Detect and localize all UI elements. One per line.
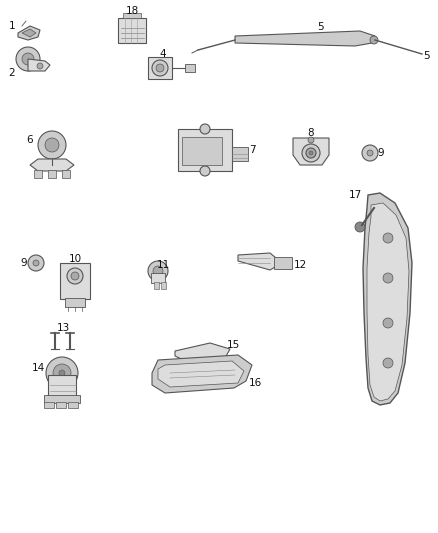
Polygon shape bbox=[235, 31, 375, 46]
Circle shape bbox=[383, 358, 393, 368]
Bar bbox=[44, 395, 80, 403]
Text: 6: 6 bbox=[27, 135, 33, 145]
Polygon shape bbox=[152, 355, 252, 393]
Circle shape bbox=[309, 151, 313, 155]
Circle shape bbox=[38, 131, 66, 159]
Text: 2: 2 bbox=[9, 68, 15, 78]
Circle shape bbox=[156, 64, 164, 72]
Circle shape bbox=[383, 318, 393, 328]
Text: 18: 18 bbox=[125, 6, 138, 16]
Circle shape bbox=[355, 222, 365, 232]
Bar bbox=[154, 282, 159, 289]
Bar bbox=[62, 170, 70, 178]
Polygon shape bbox=[175, 343, 230, 363]
Polygon shape bbox=[28, 59, 50, 71]
Polygon shape bbox=[293, 138, 329, 165]
Circle shape bbox=[33, 260, 39, 266]
Circle shape bbox=[53, 364, 71, 382]
Bar bbox=[34, 170, 42, 178]
Polygon shape bbox=[22, 29, 36, 37]
Bar bbox=[185, 64, 195, 72]
Text: 12: 12 bbox=[293, 260, 307, 270]
Bar bbox=[68, 402, 78, 408]
Bar bbox=[65, 298, 85, 307]
Bar bbox=[232, 147, 248, 161]
Text: 14: 14 bbox=[32, 363, 45, 373]
Text: 4: 4 bbox=[160, 49, 166, 59]
Bar bbox=[151, 273, 165, 283]
Text: 11: 11 bbox=[156, 260, 170, 270]
Polygon shape bbox=[18, 26, 40, 40]
Circle shape bbox=[46, 357, 78, 389]
Bar bbox=[161, 282, 166, 289]
Circle shape bbox=[28, 255, 44, 271]
Circle shape bbox=[200, 124, 210, 134]
Circle shape bbox=[362, 145, 378, 161]
Bar bbox=[60, 263, 90, 299]
Text: 8: 8 bbox=[307, 128, 314, 138]
Bar bbox=[123, 13, 141, 18]
Text: 17: 17 bbox=[348, 190, 362, 200]
Bar bbox=[148, 57, 172, 79]
Text: 15: 15 bbox=[226, 340, 240, 350]
Circle shape bbox=[370, 36, 378, 44]
Polygon shape bbox=[367, 203, 409, 401]
Circle shape bbox=[302, 144, 320, 162]
Circle shape bbox=[59, 370, 65, 376]
Polygon shape bbox=[158, 361, 244, 387]
Text: 5: 5 bbox=[317, 22, 323, 32]
Bar bbox=[56, 402, 66, 408]
Text: 13: 13 bbox=[57, 323, 70, 333]
Circle shape bbox=[148, 261, 168, 281]
Circle shape bbox=[22, 53, 34, 65]
Text: 9: 9 bbox=[21, 258, 27, 268]
Bar bbox=[118, 18, 146, 43]
Circle shape bbox=[37, 63, 43, 69]
Bar bbox=[178, 129, 232, 171]
Text: 7: 7 bbox=[249, 145, 255, 155]
Circle shape bbox=[383, 273, 393, 283]
Circle shape bbox=[16, 47, 40, 71]
Circle shape bbox=[71, 272, 79, 280]
Circle shape bbox=[67, 268, 83, 284]
Text: 1: 1 bbox=[9, 21, 15, 31]
Circle shape bbox=[383, 233, 393, 243]
Text: 9: 9 bbox=[378, 148, 384, 158]
Bar bbox=[48, 375, 76, 397]
Bar bbox=[274, 257, 292, 269]
Bar bbox=[44, 402, 54, 408]
Circle shape bbox=[200, 166, 210, 176]
Polygon shape bbox=[30, 159, 74, 171]
Circle shape bbox=[45, 138, 59, 152]
Circle shape bbox=[367, 150, 373, 156]
Circle shape bbox=[308, 137, 314, 143]
Text: 16: 16 bbox=[248, 378, 261, 388]
Circle shape bbox=[153, 266, 163, 276]
Circle shape bbox=[152, 60, 168, 76]
Circle shape bbox=[306, 148, 316, 158]
Text: 10: 10 bbox=[68, 254, 81, 264]
Bar bbox=[48, 170, 56, 178]
Polygon shape bbox=[238, 253, 282, 270]
Polygon shape bbox=[363, 193, 412, 405]
Text: 5: 5 bbox=[424, 51, 430, 61]
Bar bbox=[182, 137, 222, 165]
